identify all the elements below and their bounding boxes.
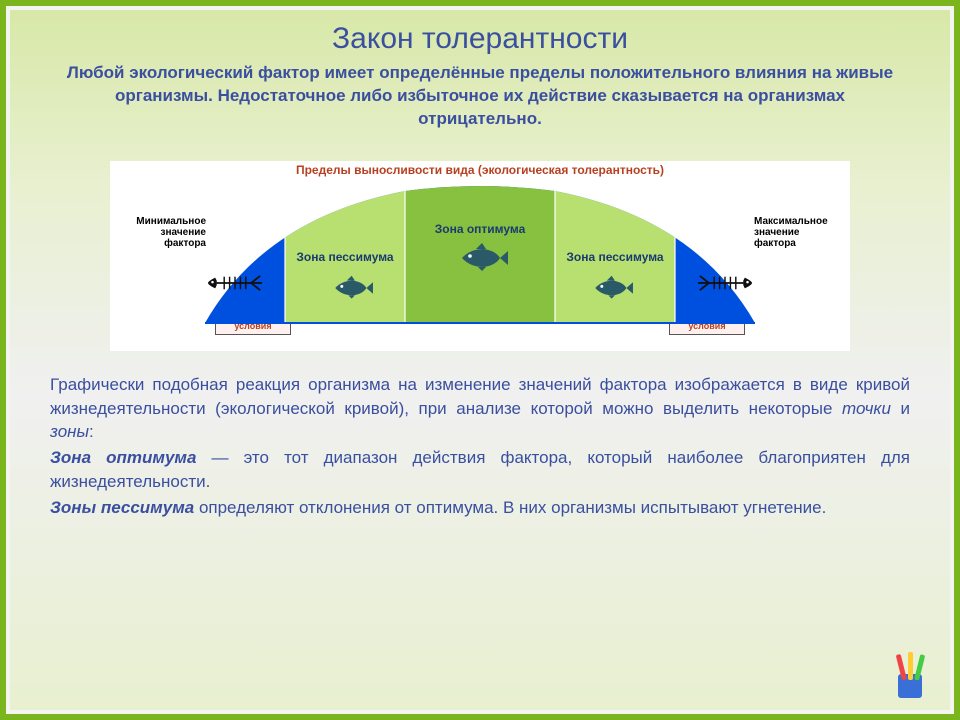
min-factor-label: Минимальное значение фактора — [116, 216, 206, 249]
pencil-cup-icon — [882, 646, 938, 702]
slide-subtitle: Любой экологический фактор имеет определ… — [10, 56, 950, 131]
svg-text:Зона пессимума: Зона пессимума — [566, 250, 664, 264]
tolerance-curve: Зона оптимума Зона пессимума Зона пессимум… — [205, 183, 755, 333]
slide-body: Закон толерантности Любой экологический … — [10, 10, 950, 710]
body-text: Графически подобная реакция организма на… — [10, 351, 950, 520]
slide-title: Закон толерантности — [10, 10, 950, 56]
slide-frame: Закон толерантности Любой экологический … — [0, 0, 960, 720]
tolerance-diagram: Пределы выносливости вида (экологическая… — [110, 161, 850, 351]
svg-text:Зона пессимума: Зона пессимума — [296, 250, 394, 264]
body-p1-em2: зоны — [50, 422, 89, 441]
body-p1-em1: точки — [842, 399, 891, 418]
max-factor-label: Максимальное значение фактора — [754, 216, 844, 249]
body-p1a: Графически подобная реакция организма на… — [50, 375, 910, 418]
body-p2-bold: Зона оптимума — [50, 448, 196, 467]
body-p1c: : — [89, 422, 94, 441]
svg-text:Зона оптимума: Зона оптимума — [435, 222, 526, 236]
body-p3-bold: Зоны пессимума — [50, 498, 194, 517]
body-p3: определяют отклонения от оптимума. В них… — [194, 498, 826, 517]
body-p1b: и — [891, 399, 910, 418]
diagram-title: Пределы выносливости вида (экологическая… — [110, 163, 850, 177]
